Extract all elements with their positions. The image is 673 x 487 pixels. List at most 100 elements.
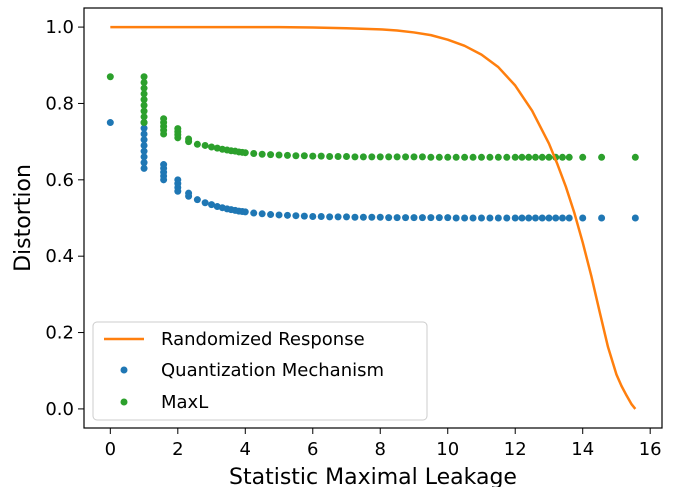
point-quantization-mechanism — [267, 211, 275, 219]
point-quantization-mechanism — [258, 210, 266, 218]
point-maxl — [160, 115, 168, 123]
point-quantization-mechanism — [140, 130, 148, 138]
point-maxl — [452, 153, 460, 161]
point-quantization-mechanism — [250, 209, 258, 217]
point-quantization-mechanism — [174, 176, 182, 184]
y-tick-label: 0.0 — [45, 399, 74, 420]
point-maxl — [368, 153, 376, 161]
point-maxl — [525, 153, 533, 161]
point-quantization-mechanism — [393, 214, 401, 222]
point-maxl — [494, 153, 502, 161]
point-quantization-mechanism — [275, 211, 283, 219]
point-maxl — [393, 153, 401, 161]
point-maxl — [435, 153, 443, 161]
point-quantization-mechanism — [140, 141, 148, 149]
point-quantization-mechanism — [579, 214, 587, 222]
point-quantization-mechanism — [140, 153, 148, 161]
point-quantization-mechanism — [368, 213, 376, 221]
point-quantization-mechanism — [598, 214, 606, 222]
point-maxl — [208, 143, 216, 151]
point-maxl — [140, 107, 148, 115]
point-maxl — [469, 153, 477, 161]
y-tick-label: 0.2 — [45, 323, 74, 344]
point-maxl — [418, 153, 426, 161]
point-maxl — [140, 96, 148, 104]
point-quantization-mechanism — [140, 147, 148, 155]
point-maxl — [410, 153, 418, 161]
point-quantization-mechanism — [140, 124, 148, 132]
point-maxl — [258, 150, 266, 158]
point-maxl — [518, 153, 526, 161]
point-quantization-mechanism — [631, 214, 639, 222]
point-maxl — [185, 135, 193, 143]
point-quantization-mechanism — [427, 214, 435, 222]
point-maxl — [140, 84, 148, 92]
point-maxl — [511, 153, 519, 161]
x-tick-label: 8 — [375, 439, 386, 460]
point-maxl — [579, 153, 587, 161]
legend-label-randomized-response: Randomized Response — [161, 329, 365, 350]
point-maxl — [300, 152, 308, 160]
point-maxl — [598, 153, 606, 161]
point-maxl — [486, 153, 494, 161]
point-quantization-mechanism — [565, 214, 573, 222]
point-maxl — [538, 153, 546, 161]
x-tick-label: 16 — [639, 439, 662, 460]
point-quantization-mechanism — [418, 214, 426, 222]
point-quantization-mechanism — [385, 214, 393, 222]
y-tick-label: 0.4 — [45, 246, 74, 267]
point-quantization-mechanism — [469, 214, 477, 222]
point-quantization-mechanism — [160, 161, 168, 169]
point-maxl — [531, 153, 539, 161]
legend-box — [92, 321, 428, 421]
point-maxl — [343, 153, 351, 161]
point-maxl — [241, 149, 249, 157]
y-tick-label: 1.0 — [45, 17, 74, 38]
x-tick-label: 12 — [504, 439, 527, 460]
point-quantization-mechanism — [140, 164, 148, 172]
point-maxl — [565, 153, 573, 161]
point-quantization-mechanism — [486, 214, 494, 222]
point-maxl — [376, 153, 384, 161]
point-maxl — [461, 153, 469, 161]
point-maxl — [558, 153, 566, 161]
point-quantization-mechanism — [193, 196, 201, 204]
point-quantization-mechanism — [140, 136, 148, 144]
x-axis-label: Statistic Maximal Leakage — [229, 465, 517, 487]
point-maxl — [283, 151, 291, 159]
point-maxl — [477, 153, 485, 161]
x-tick-label: 14 — [571, 439, 594, 460]
point-maxl — [359, 153, 367, 161]
point-quantization-mechanism — [326, 213, 334, 221]
point-quantization-mechanism — [402, 214, 410, 222]
point-maxl — [334, 153, 342, 161]
point-quantization-mechanism — [376, 213, 384, 221]
point-maxl — [309, 152, 317, 160]
point-maxl — [326, 153, 334, 161]
point-maxl — [106, 73, 114, 81]
point-quantization-mechanism — [494, 214, 502, 222]
legend-label-maxl: MaxL — [161, 392, 208, 413]
point-maxl — [140, 78, 148, 86]
point-maxl — [351, 153, 359, 161]
x-axis: 0 2 4 6 8 10 12 14 16 — [105, 428, 662, 460]
point-maxl — [503, 153, 511, 161]
x-tick-label: 4 — [240, 439, 251, 460]
x-tick-label: 2 — [172, 439, 183, 460]
legend-swatch-quantization-mechanism — [120, 366, 128, 374]
series-layer — [106, 25, 639, 410]
point-quantization-mechanism — [518, 214, 526, 222]
point-quantization-mechanism — [317, 212, 325, 220]
point-maxl — [317, 152, 325, 160]
point-maxl — [193, 140, 201, 148]
point-maxl — [201, 141, 209, 149]
point-quantization-mechanism — [531, 214, 539, 222]
point-maxl — [385, 153, 393, 161]
legend-label-quantization-mechanism: Quantization Mechanism — [161, 360, 384, 381]
point-maxl — [444, 153, 452, 161]
point-quantization-mechanism — [477, 214, 485, 222]
point-maxl — [140, 90, 148, 98]
point-maxl — [140, 119, 148, 127]
point-maxl — [402, 153, 410, 161]
point-maxl — [275, 151, 283, 159]
